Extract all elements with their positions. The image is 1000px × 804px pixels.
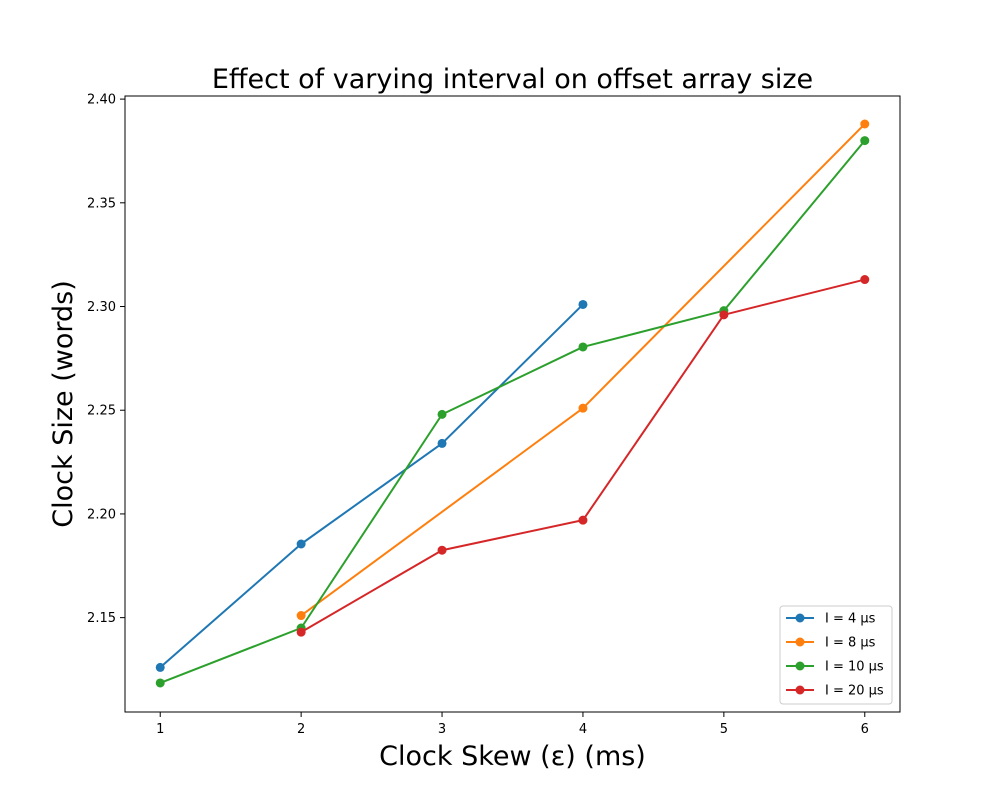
data-point (437, 438, 447, 448)
y-tick-label: 2.35 (87, 196, 116, 211)
data-point (860, 136, 870, 146)
legend-label: I = 4 μs (825, 612, 876, 627)
series-line (300, 123, 866, 617)
data-point (155, 662, 165, 672)
series-2 (296, 119, 870, 621)
series-line (159, 303, 584, 669)
legend-marker (795, 637, 805, 647)
data-point (155, 678, 165, 688)
x-axis-title: Clock Skew (ε) (ms) (379, 741, 646, 772)
legend-item: I = 20 μs (786, 684, 884, 699)
legend-marker (795, 661, 805, 671)
data-point (860, 119, 870, 129)
x-tick-label: 2 (297, 722, 305, 737)
y-tick-label: 2.40 (87, 93, 116, 108)
y-tick-label: 2.25 (87, 404, 116, 419)
x-tick-label: 1 (156, 722, 164, 737)
data-point (578, 403, 588, 413)
legend-marker (795, 685, 805, 695)
y-tick-label: 2.20 (87, 507, 116, 522)
data-point (578, 299, 588, 309)
legend-box (779, 605, 893, 705)
data-point (296, 611, 306, 621)
y-axis-title: Clock Size (words) (48, 280, 79, 527)
x-tick-label: 6 (861, 722, 869, 737)
series-line (159, 139, 866, 684)
data-point (296, 627, 306, 637)
data-point (578, 515, 588, 525)
legend-label: I = 8 μs (825, 636, 876, 651)
legend-marker (795, 613, 805, 623)
y-axis: 2.15 2.20 2.25 2.30 2.35 2.40 (87, 93, 125, 626)
series-4 (296, 275, 870, 637)
plot-area (155, 119, 870, 688)
series-1 (155, 299, 588, 672)
x-tick-label: 3 (438, 722, 446, 737)
legend-label: I = 20 μs (825, 684, 884, 699)
y-tick-label: 2.15 (87, 611, 116, 626)
data-point (437, 545, 447, 555)
legend-item: I = 4 μs (786, 612, 876, 627)
y-tick-label: 2.30 (87, 300, 116, 315)
data-point (296, 539, 306, 549)
legend-item: I = 8 μs (786, 636, 876, 651)
legend-item: I = 10 μs (786, 660, 884, 675)
x-tick-label: 5 (720, 722, 728, 737)
x-tick-label: 4 (579, 722, 587, 737)
data-point (719, 310, 729, 320)
chart-title: Effect of varying interval on offset arr… (212, 64, 813, 95)
axes-frame (124, 95, 901, 713)
data-point (437, 409, 447, 419)
series-3 (155, 136, 870, 688)
data-point (578, 342, 588, 352)
legend-label: I = 10 μs (825, 660, 884, 675)
data-point (860, 275, 870, 285)
legend: I = 4 μs I = 8 μs I = 10 μs I = 20 μs (779, 605, 893, 705)
series-line (300, 278, 866, 634)
x-axis: 1 2 3 4 5 6 (156, 712, 869, 737)
